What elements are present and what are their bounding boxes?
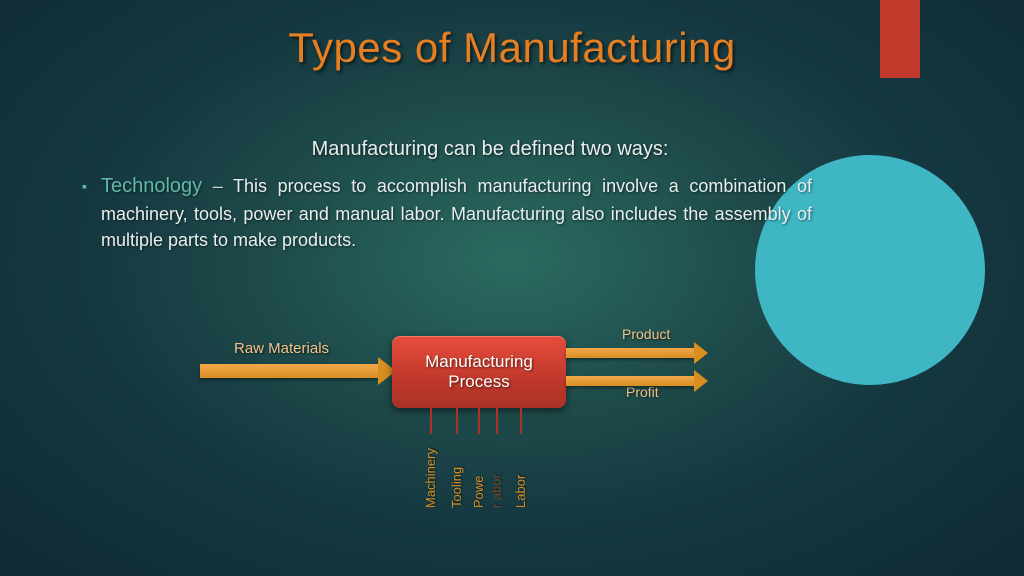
bottom-input-line	[456, 408, 458, 434]
process-diagram: Raw Materials Manufacturing Process Prod…	[160, 330, 780, 560]
bottom-input-label: Powe	[471, 436, 486, 508]
output-arrow-label: Product	[622, 326, 670, 342]
bullet-term: Technology	[101, 175, 202, 197]
slide: Types of Manufacturing Manufacturing can…	[0, 0, 1024, 576]
bottom-input-label: r abor	[489, 436, 504, 508]
output-arrow-head-icon	[694, 342, 708, 364]
process-box: Manufacturing Process	[392, 336, 566, 408]
output-arrow-label: Profit	[626, 384, 659, 400]
bottom-input-line	[520, 408, 522, 434]
output-arrow-head-icon	[694, 370, 708, 392]
input-arrow-shaft	[200, 364, 378, 378]
bottom-input-line	[478, 408, 480, 434]
slide-subtitle: Manufacturing can be defined two ways:	[170, 138, 810, 161]
bullet-technology: ▪ Technology – This process to accomplis…	[82, 172, 812, 253]
bottom-input-line	[496, 408, 498, 434]
bottom-input-label: Tooling	[449, 436, 464, 508]
output-arrow-shaft	[566, 376, 694, 386]
bullet-dash: –	[213, 176, 233, 196]
bottom-input-line	[430, 408, 432, 434]
bottom-input-label: Machinery	[423, 436, 438, 508]
bullet-body: This process to accomplish manufacturing…	[101, 176, 812, 250]
bullet-marker-icon: ▪	[82, 178, 87, 194]
slide-title: Types of Manufacturing	[0, 24, 1024, 72]
bottom-input-label: Labor	[513, 436, 528, 508]
output-arrow-shaft	[566, 348, 694, 358]
input-arrow-label: Raw Materials	[234, 340, 329, 357]
